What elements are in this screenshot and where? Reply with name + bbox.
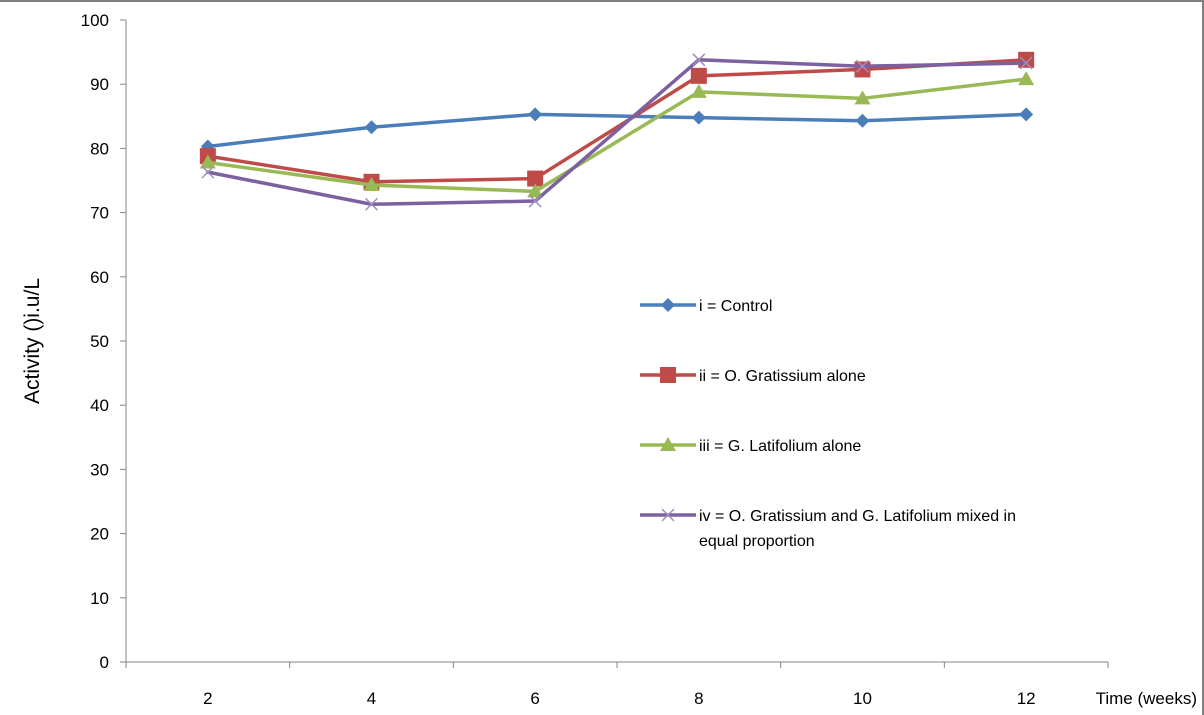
legend-label-line: iv = O. Gratissium and G. Latifolium mix… [699, 508, 1016, 525]
legend-label-line: iii = G. Latifolium alone [699, 438, 861, 455]
y-tick-label: 100 [81, 11, 109, 30]
y-tick-label: 10 [90, 589, 109, 608]
x-tick-label: 8 [694, 689, 703, 708]
series-1-point [691, 110, 706, 125]
legend-label-line: ii = O. Gratissium alone [699, 368, 866, 385]
series-3-point [527, 183, 544, 198]
series-3-point [854, 90, 871, 105]
legend-label: i = Control [699, 298, 772, 315]
series-1-point [1019, 107, 1034, 122]
series-3-point [363, 176, 380, 191]
series-2-point [1018, 51, 1035, 68]
legend-label: iii = G. Latifolium alone [699, 438, 861, 455]
y-tick-label: 20 [90, 525, 109, 544]
legend-label: iv = O. Gratissium and G. Latifolium mix… [699, 508, 1016, 550]
tick-labels: 0 10 20 30 40 50 60 70 80 90 100 2 4 6 8 10 12 [81, 11, 1036, 708]
series-3-point [1018, 71, 1035, 86]
legend-item-4: iv = O. Gratissium and G. Latifolium mix… [640, 508, 1016, 550]
series-4-point [201, 165, 215, 179]
series-1-point [528, 107, 543, 122]
x-marker-stroke [661, 508, 675, 522]
series-2-point [854, 61, 871, 78]
legend-swatch-marker [660, 437, 676, 451]
legend-item-1: i = Control [640, 298, 772, 315]
legend: i = Control ii = O. Gratissium alone iii =… [640, 298, 1016, 550]
series-1-point [855, 113, 870, 128]
y-tick-label: 0 [100, 653, 109, 672]
x-marker-stroke [692, 53, 706, 67]
x-tick-label: 10 [853, 689, 872, 708]
y-tick-label: 90 [90, 75, 109, 94]
y-tick-label: 40 [90, 396, 109, 415]
series-2-line [206, 58, 1028, 184]
x-marker-stroke [364, 197, 379, 211]
legend-swatch-marker [661, 508, 675, 522]
x-axis-title: Time (weeks) [1096, 689, 1197, 708]
axes [120, 19, 1109, 668]
y-tick-label: 80 [90, 139, 109, 158]
x-marker-stroke [855, 59, 870, 73]
series-4-point [1019, 56, 1033, 70]
series-4-point [692, 53, 706, 67]
series-3-line [206, 77, 1028, 194]
series-4-point [528, 194, 542, 208]
x-tick-label: 4 [367, 689, 376, 708]
series-2-point [690, 67, 707, 84]
x-marker-stroke [528, 194, 542, 208]
series-2-point [527, 170, 544, 187]
series-3-point [199, 154, 216, 169]
series-3 [199, 71, 1035, 198]
x-marker-stroke [1019, 56, 1033, 70]
x-tick-label: 2 [203, 689, 212, 708]
series-4 [201, 53, 1033, 211]
series-group [199, 51, 1035, 211]
series-2 [199, 51, 1035, 190]
legend-swatch-marker [661, 298, 675, 312]
y-tick-label: 30 [90, 460, 109, 479]
y-axis-title: Activity ()i.u/L [21, 278, 44, 404]
series-4-point [855, 59, 870, 73]
y-tick-label: 50 [90, 332, 109, 351]
series-1-line [206, 112, 1028, 149]
legend-item-2: ii = O. Gratissium alone [640, 367, 866, 385]
series-1-point [364, 120, 379, 135]
series-3-point [690, 83, 707, 98]
legend-item-3: iii = G. Latifolium alone [640, 437, 861, 455]
x-tick-label: 6 [530, 689, 539, 708]
series-4-point [364, 197, 379, 211]
y-tick-label: 70 [90, 204, 109, 223]
series-4-line [206, 58, 1028, 207]
legend-swatch-marker [660, 367, 676, 383]
legend-label-line: i = Control [699, 298, 772, 315]
y-tick-label: 60 [90, 268, 109, 287]
x-tick-label: 12 [1017, 689, 1036, 708]
x-marker-stroke [201, 165, 215, 179]
legend-label: ii = O. Gratissium alone [699, 368, 866, 385]
legend-label-line: equal proportion [699, 533, 815, 550]
